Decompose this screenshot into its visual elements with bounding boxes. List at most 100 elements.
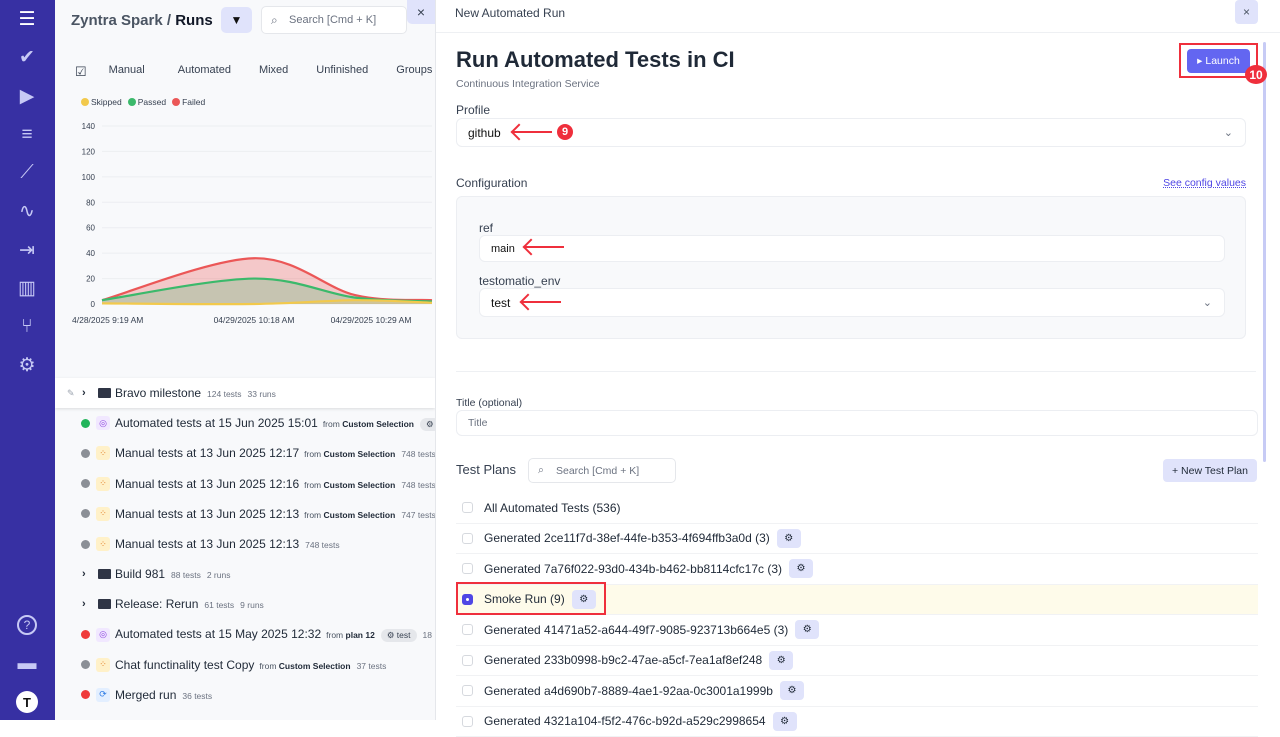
test-plan-name: All Automated Tests (536) — [484, 501, 621, 515]
test-count: 747 tests — [401, 510, 435, 520]
manual-run-icon: ⁘ — [96, 658, 110, 672]
import-icon[interactable]: ⇥ — [13, 236, 41, 264]
test-plan-row[interactable]: Generated 41471a52-a644-49f7-9085-923713… — [456, 615, 1258, 646]
plan-settings-gear-icon[interactable]: ⚙ — [795, 620, 819, 639]
test-plan-checkbox[interactable] — [462, 563, 473, 574]
plan-settings-gear-icon[interactable]: ⚙ — [773, 712, 797, 731]
close-panel-button[interactable]: × — [407, 0, 435, 24]
steps-icon[interactable]: ⟋ — [13, 159, 41, 187]
legend-label: Passed — [138, 97, 166, 107]
help-icon[interactable]: ? — [17, 615, 37, 635]
profile-select[interactable]: github⌄ — [456, 118, 1246, 147]
test-plan-checkbox[interactable] — [462, 716, 473, 727]
title-label: Title (optional) — [456, 397, 522, 409]
run-type-tabs: ☑ Manual Automated Mixed Unfinished Grou… — [75, 64, 432, 80]
chevron-right-icon[interactable]: › — [82, 568, 86, 580]
title-input[interactable]: Title — [456, 410, 1258, 436]
y-tick-label: 20 — [86, 275, 95, 284]
project-link[interactable]: Zyntra Spark — [71, 12, 163, 29]
configuration-box: ref main testomatio_env test⌄ — [456, 196, 1246, 339]
filter-button[interactable]: ▼ — [221, 7, 252, 33]
test-plan-row[interactable]: Generated 2ce11f7d-38ef-44fe-b353-4f694f… — [456, 524, 1258, 555]
run-title: Manual tests at 13 Jun 2025 12:13 — [115, 507, 299, 521]
legend-item-skipped[interactable]: Skipped — [81, 97, 122, 107]
test-plan-row[interactable]: Generated 7a76f022-93d0-434b-b462-bb8114… — [456, 554, 1258, 585]
tab-mixed[interactable]: Mixed — [259, 64, 288, 80]
env-select[interactable]: test⌄ — [479, 288, 1225, 317]
plan-settings-gear-icon[interactable]: ⚙ — [780, 681, 804, 700]
select-all-icon[interactable]: ☑ — [75, 64, 87, 80]
test-plan-row[interactable]: Generated 233b0998-b9c2-47ae-a5cf-7ea1af… — [456, 646, 1258, 677]
check-icon[interactable]: ✔ — [13, 44, 41, 72]
status-unfinished-icon — [81, 660, 90, 669]
legend-item-passed[interactable]: Passed — [128, 97, 166, 107]
test-plan-checkbox[interactable] — [462, 655, 473, 666]
pin-icon[interactable]: ✎ — [67, 388, 75, 399]
plan-settings-gear-icon[interactable]: ⚙ — [769, 651, 793, 670]
test-plan-name: Generated a4d690b7-8889-4ae1-92aa-0c3001… — [484, 684, 773, 698]
run-title: Chat functinality test Copy — [115, 658, 254, 672]
test-count: 37 tests — [357, 661, 387, 671]
test-count: 124 tests — [207, 389, 242, 399]
chevron-down-icon: ⌄ — [1203, 296, 1212, 309]
x-tick-label: 4/28/2025 9:19 AM — [72, 315, 143, 325]
plan-settings-gear-icon[interactable]: ⚙ — [789, 559, 813, 578]
see-config-values-link[interactable]: See config values — [1163, 177, 1246, 189]
tab-unfinished[interactable]: Unfinished — [316, 64, 368, 80]
plan-settings-gear-icon[interactable]: ⚙ — [777, 529, 801, 548]
test-plan-checkbox[interactable] — [462, 624, 473, 635]
folder-icon[interactable]: ▬ — [13, 650, 41, 678]
test-plans-label: Test Plans — [456, 462, 516, 477]
tab-groups[interactable]: Groups — [396, 64, 432, 80]
branch-icon[interactable]: ⑂ — [13, 313, 41, 341]
scrollbar[interactable] — [1263, 42, 1266, 462]
new-test-plan-button[interactable]: + New Test Plan — [1163, 459, 1257, 482]
test-plan-checkbox[interactable] — [462, 533, 473, 544]
play-circle-icon[interactable]: ▶ — [13, 82, 41, 110]
close-modal-button[interactable]: × — [1235, 0, 1258, 24]
tab-automated[interactable]: Automated — [178, 64, 231, 80]
settings-icon[interactable]: ⚙ — [13, 352, 41, 380]
test-count: 748 tests — [401, 449, 435, 459]
test-plans-search-input[interactable]: ⌕Search [Cmd + K] — [528, 458, 676, 483]
runs-search-input[interactable]: ⌕Search [Cmd + K] — [261, 6, 407, 34]
chevron-right-icon[interactable]: › — [82, 387, 86, 399]
user-avatar-icon[interactable]: T — [16, 691, 38, 713]
sidebar: ☰ ✔ ▶ ≡ ⟋ ∿ ⇥ ▥ ⑂ ⚙? ▬ T — [0, 0, 55, 720]
test-plan-name: Generated 7a76f022-93d0-434b-b462-bb8114… — [484, 562, 782, 576]
search-placeholder: Search [Cmd + K] — [556, 465, 639, 477]
y-tick-label: 40 — [86, 249, 95, 258]
ref-input[interactable]: main — [479, 235, 1225, 262]
checklist-icon[interactable]: ≡ — [13, 121, 41, 149]
chevron-right-icon[interactable]: › — [82, 598, 86, 610]
test-plan-checkbox[interactable] — [462, 502, 473, 513]
automated-run-icon: ◎ — [96, 416, 110, 430]
test-plan-row[interactable]: Generated a4d690b7-8889-4ae1-92aa-0c3001… — [456, 676, 1258, 707]
test-plan-row[interactable]: All Automated Tests (536) — [456, 493, 1258, 524]
manual-run-icon: ⁘ — [96, 477, 110, 491]
status-unfinished-icon — [81, 479, 90, 488]
legend-item-failed[interactable]: Failed — [172, 97, 205, 107]
y-tick-label: 120 — [82, 147, 96, 156]
analytics-icon[interactable]: ▥ — [13, 275, 41, 303]
test-plan-row[interactable]: Generated 4321a104-f5f2-476c-b92d-a529c2… — [456, 707, 1258, 737]
tab-manual[interactable]: Manual — [109, 64, 145, 80]
legend-label: Skipped — [91, 97, 122, 107]
chart-legend: Skipped Passed Failed — [81, 97, 205, 107]
ref-value: main — [491, 243, 515, 255]
test-plan-checkbox[interactable] — [462, 685, 473, 696]
pulse-icon[interactable]: ∿ — [13, 198, 41, 226]
menu-icon[interactable]: ☰ — [13, 5, 41, 33]
test-plan-name: Generated 233b0998-b9c2-47ae-a5cf-7ea1af… — [484, 653, 762, 667]
